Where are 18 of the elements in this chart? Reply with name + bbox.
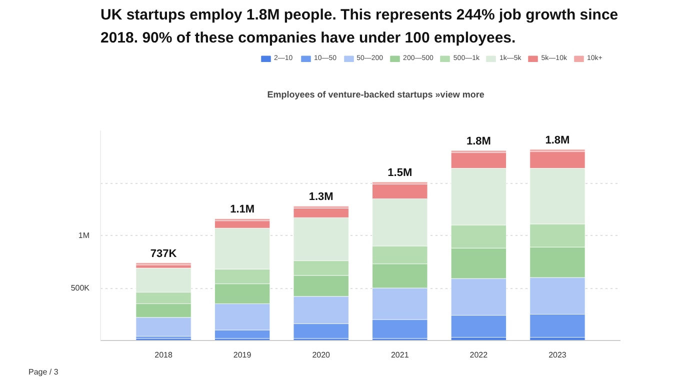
x-tick-label: 2019 xyxy=(233,350,252,360)
total-label: 737K xyxy=(150,248,177,260)
y-tick-label: 1M xyxy=(78,231,90,240)
total-label: 1.5M xyxy=(388,166,412,179)
chart-subtitle: Employees of venture-backed startups »view more xyxy=(267,90,484,100)
total-label: 1.3M xyxy=(308,191,334,204)
total-label: 1.8M xyxy=(545,134,570,146)
y-tick-label: 500K xyxy=(70,284,90,292)
x-tick-label: 2020 xyxy=(312,350,331,360)
chart-title: UK startups employ 1.8M people. This represents 244% job growth since 2018. 90% of these companies have under 100 employees. xyxy=(100,6,618,47)
total-label: 1.1M xyxy=(230,204,255,216)
text: Page / 3 xyxy=(28,368,59,376)
x-tick-label: 2018 xyxy=(154,350,173,360)
x-tick-label: 2021 xyxy=(390,350,410,360)
x-tick-label: 2023 xyxy=(548,350,567,360)
x-tick-label: 2022 xyxy=(470,350,488,360)
bar xyxy=(136,262,192,266)
total-label: 1.8M xyxy=(466,135,491,148)
